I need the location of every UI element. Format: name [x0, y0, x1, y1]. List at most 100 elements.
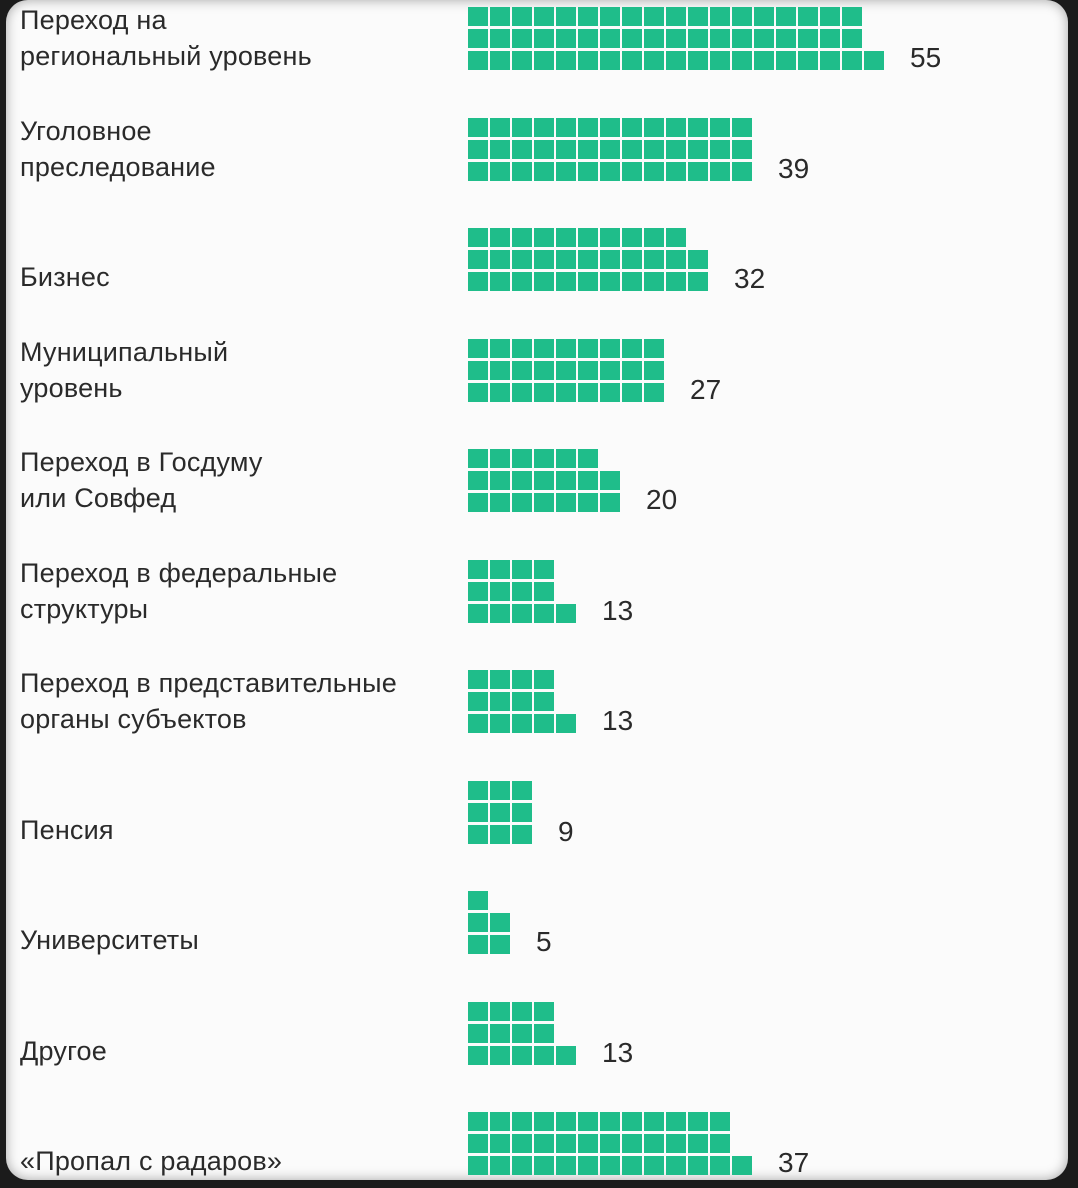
bar-unit-cell [688, 51, 708, 70]
bar-unit-cell [754, 7, 774, 26]
bar-unit-cell [754, 51, 774, 70]
bar-unit-cell [622, 1112, 642, 1131]
bar-unit-cell [622, 338, 642, 358]
bar-unit-cell [512, 1156, 532, 1175]
bar-unit-cell [622, 139, 642, 159]
bar-unit-cell [490, 139, 510, 159]
bar-unit-cell [512, 1023, 532, 1043]
bar-unit-cell [534, 139, 554, 159]
bar-unit-cell [512, 139, 532, 159]
bar-unit-cell [490, 338, 510, 358]
bar-unit-cell [534, 7, 554, 26]
bar-unit-cell [600, 29, 620, 48]
bar-unit-cell [490, 449, 510, 468]
bar-unit-cell [666, 272, 686, 291]
bar-unit-cell [622, 161, 642, 181]
bar-unit-cell [798, 7, 818, 26]
bar-unit-cell [578, 29, 598, 48]
bar-unit-cell [512, 780, 532, 800]
bar-unit-cell [468, 338, 488, 358]
bar-unit-cell [534, 692, 554, 711]
bar-unit-cell [468, 935, 488, 954]
bar-unit-cell [534, 29, 554, 48]
bar-unit-cell [578, 51, 598, 70]
bar-unit-cell [490, 1134, 510, 1153]
bar-unit-cell [688, 1156, 708, 1175]
bar-unit-cell [578, 471, 598, 490]
bar-unit-cell [468, 382, 488, 402]
bar-unit-cell [600, 382, 620, 402]
bar-unit-cell [512, 1001, 532, 1021]
bar-unit-cell [512, 1045, 532, 1065]
bar-unit-cell [490, 360, 510, 380]
bar-unit-cell [688, 161, 708, 181]
bar-value-label: 5 [536, 926, 552, 957]
bar-unit-cell [468, 1001, 488, 1021]
bar-unit-cell [644, 338, 664, 358]
bar-unit-cell [512, 161, 532, 181]
bar-unit-cell [512, 338, 532, 358]
bar-unit-cell [578, 382, 598, 402]
bar-unit-cell [534, 471, 554, 490]
bar-unit-cell [534, 161, 554, 181]
bar-unit-cell [490, 382, 510, 402]
bar-unit-cell [600, 51, 620, 70]
bar-unit-cell [842, 7, 862, 26]
bar-unit-cell [468, 780, 488, 800]
bar-unit-cell [732, 7, 752, 26]
category-label: Бизнес [20, 262, 110, 292]
bar-unit-cell [578, 161, 598, 181]
bar-unit-cell [534, 714, 554, 733]
bar-unit-cell [710, 117, 730, 137]
bar-unit-cell [512, 29, 532, 48]
bar-unit-cell [490, 559, 510, 579]
bar-unit-cell [490, 1001, 510, 1021]
bar-unit-cell [622, 29, 642, 48]
bar-unit-cell [512, 7, 532, 26]
bar-unit-cell [468, 471, 488, 490]
category-label: Другое [20, 1035, 107, 1066]
bar-unit-cell [556, 338, 576, 358]
bar-unit-cell [776, 51, 796, 70]
bar-unit-cell [534, 603, 554, 623]
bar-unit-cell [468, 360, 488, 380]
bar-unit-cell [556, 1156, 576, 1175]
bar-unit-cell [622, 272, 642, 291]
bar-unit-cell [490, 935, 510, 954]
bar-unit-cell [666, 7, 686, 26]
bar-unit-cell [556, 382, 576, 402]
bar-unit-cell [622, 51, 642, 70]
bar-unit-cell [600, 161, 620, 181]
bar-unit-cell [600, 1112, 620, 1131]
bar-unit-cell [512, 449, 532, 468]
bar-unit-cell [512, 117, 532, 137]
bar-unit-cell [468, 1112, 488, 1131]
bar-unit-cell [688, 1134, 708, 1153]
bar-unit-cell [578, 493, 598, 512]
bar-unit-cell [776, 7, 796, 26]
bar-unit-cell [490, 802, 510, 822]
bar-unit-cell [556, 7, 576, 26]
bar-unit-cell [512, 493, 532, 512]
bar-unit-cell [534, 559, 554, 579]
chart-canvas: 55 Переход на региональный уровень 39 Уголо… [6, 0, 1068, 1180]
bar-value-label: 37 [778, 1147, 810, 1178]
bar-unit-cell [710, 1156, 730, 1175]
bar-unit-cell [512, 471, 532, 490]
bar-unit-cell [512, 692, 532, 711]
bar-unit-cell [556, 117, 576, 137]
bar-unit-cell [732, 51, 752, 70]
bar-unit-cell [798, 29, 818, 48]
bar-unit-cell [490, 603, 510, 623]
bar-unit-cell [820, 7, 840, 26]
bar-unit-cell [468, 1023, 488, 1043]
bar-unit-cell [490, 250, 510, 269]
bar-unit-cell [556, 272, 576, 291]
bar-unit-cell [490, 29, 510, 48]
bar-unit-cell [710, 29, 730, 48]
bar-unit-cell [578, 360, 598, 380]
bar-unit-cell [512, 603, 532, 623]
bar-unit-cell [644, 228, 664, 247]
bar-unit-cell [468, 161, 488, 181]
bar-unit-cell [468, 139, 488, 159]
